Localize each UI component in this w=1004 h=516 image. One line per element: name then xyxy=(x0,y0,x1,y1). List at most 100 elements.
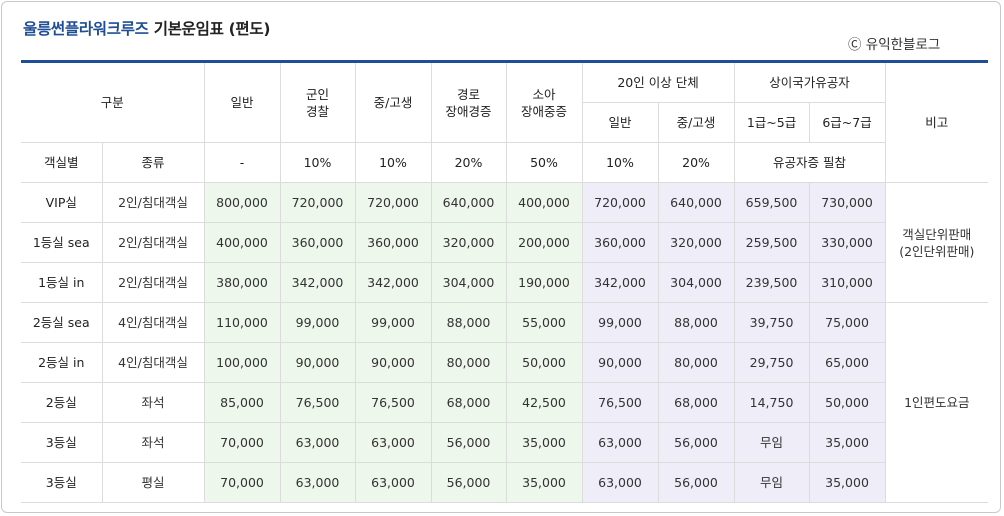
header-general: 일반 xyxy=(203,61,281,143)
fare-general-cell: 400,000 xyxy=(203,222,281,263)
room-type-cell: 좌석 xyxy=(101,422,205,463)
room-class-cell: 3등실 xyxy=(21,462,103,503)
fare-veteran-1-5-cell: 259,500 xyxy=(733,222,810,263)
fare-group-student-cell: 80,000 xyxy=(657,342,735,383)
room-class-cell: 2등실 xyxy=(21,382,103,423)
room-type-cell: 좌석 xyxy=(101,382,205,423)
fare-group-student-cell: 320,000 xyxy=(657,222,735,263)
fare-group-general-cell: 90,000 xyxy=(581,342,659,383)
fare-group-general-cell: 63,000 xyxy=(581,462,659,503)
fare-group-student-cell: 304,000 xyxy=(657,262,735,303)
header-veteran-6-7: 6급~7급 xyxy=(808,102,886,143)
fare-child-cell: 50,000 xyxy=(505,342,583,383)
fare-veteran-1-5-cell: 14,750 xyxy=(733,382,810,423)
fare-group-general-cell: 360,000 xyxy=(581,222,659,263)
table-row: 3등실 좌석 70,000 63,000 63,000 56,000 35,000 63,00… xyxy=(21,422,988,463)
room-class-cell: 3등실 xyxy=(21,422,103,463)
header-group-student: 중/고생 xyxy=(657,102,735,143)
fare-general-cell: 100,000 xyxy=(203,342,281,383)
table-row: 1등실 sea 2인/침대객실 400,000 360,000 360,000 320,0… xyxy=(21,222,988,263)
fare-general-cell: 85,000 xyxy=(203,382,281,423)
fare-group-general-cell: 99,000 xyxy=(581,302,659,343)
fare-student-cell: 76,500 xyxy=(354,382,432,423)
fare-general-cell: 70,000 xyxy=(203,462,281,503)
header-student: 중/고생 xyxy=(354,61,432,143)
fare-general-cell: 110,000 xyxy=(203,302,281,343)
fare-group-general-cell: 720,000 xyxy=(581,182,659,223)
room-class-cell: 2등실 in xyxy=(21,342,103,383)
fare-general-cell: 70,000 xyxy=(203,422,281,463)
fare-veteran-6-7-cell: 50,000 xyxy=(808,382,886,423)
note-per-person-fare: 1인편도요금 xyxy=(884,302,989,503)
fare-group-student-cell: 68,000 xyxy=(657,382,735,423)
fare-military-cell: 342,000 xyxy=(279,262,356,303)
discount-veteran: 유공자증 필참 xyxy=(733,142,886,183)
fare-veteran-1-5-cell: 39,750 xyxy=(733,302,810,343)
fare-veteran-6-7-cell: 65,000 xyxy=(808,342,886,383)
room-class-cell: VIP실 xyxy=(21,182,103,223)
fare-veteran-6-7-cell: 310,000 xyxy=(808,262,886,303)
fare-child-cell: 400,000 xyxy=(505,182,583,223)
header-military: 군인 경찰 xyxy=(279,61,356,143)
fare-group-general-cell: 63,000 xyxy=(581,422,659,463)
table-row: VIP실 2인/침대객실 800,000 720,000 720,000 640,000 4… xyxy=(21,182,989,303)
discount-military: 10% xyxy=(279,142,356,183)
room-type-cell: 2인/침대객실 xyxy=(101,262,205,303)
fare-veteran-6-7-cell: 330,000 xyxy=(808,222,886,263)
table-row: 3등실 평실 70,000 63,000 63,000 56,000 35,000 63,00… xyxy=(21,462,988,503)
fare-veteran-6-7-cell: 75,000 xyxy=(808,302,886,343)
fare-senior-cell: 68,000 xyxy=(430,382,507,423)
discount-row: 객실별 종류 - 10% 10% 20% 50% 10% 20% 유공자증 필참 xyxy=(21,142,988,183)
header-room-class: 객실별 xyxy=(21,142,103,183)
fare-student-cell: 99,000 xyxy=(354,302,432,343)
fare-child-cell: 55,000 xyxy=(505,302,583,343)
note-room-unit-sale: 객실단위판매 (2인단위판매) xyxy=(884,182,989,303)
fare-senior-cell: 56,000 xyxy=(430,462,507,503)
room-type-cell: 2인/침대객실 xyxy=(101,182,205,223)
room-class-cell: 1등실 sea xyxy=(21,222,103,263)
fare-table: 구분 일반 군인 경찰 중/고생 경로 장애경증 소아 장애중증 20인 이상 … xyxy=(21,60,989,503)
discount-group-general: 10% xyxy=(581,142,659,183)
room-class-cell: 2등실 sea xyxy=(21,302,103,343)
discount-senior: 20% xyxy=(430,142,507,183)
fare-child-cell: 190,000 xyxy=(505,262,583,303)
room-type-cell: 평실 xyxy=(101,462,205,503)
discount-group-student: 20% xyxy=(657,142,735,183)
header-row-1: 구분 일반 군인 경찰 중/고생 경로 장애경증 소아 장애중증 20인 이상 … xyxy=(21,61,989,183)
fare-military-cell: 99,000 xyxy=(279,302,356,343)
header-group-general: 일반 xyxy=(582,102,659,143)
fare-student-cell: 63,000 xyxy=(354,422,432,463)
fare-military-cell: 76,500 xyxy=(279,382,356,423)
fare-senior-cell: 320,000 xyxy=(430,222,507,263)
fare-group-student-cell: 88,000 xyxy=(657,302,735,343)
fare-veteran-6-7-cell: 35,000 xyxy=(808,422,886,463)
room-type-cell: 2인/침대객실 xyxy=(101,222,205,263)
discount-student: 10% xyxy=(354,142,432,183)
fare-child-cell: 35,000 xyxy=(505,422,583,463)
fare-group-student-cell: 56,000 xyxy=(657,462,735,503)
fare-military-cell: 720,000 xyxy=(279,182,356,223)
header-note: 비고 xyxy=(884,61,989,183)
fare-senior-cell: 304,000 xyxy=(430,262,507,303)
fare-veteran-6-7-cell: 35,000 xyxy=(808,462,886,503)
fare-senior-cell: 56,000 xyxy=(430,422,507,463)
table-row: 2등실 sea 4인/침대객실 110,000 99,000 99,000 88,000 5… xyxy=(21,302,989,503)
fare-veteran-1-5-cell: 29,750 xyxy=(733,342,810,383)
fare-veteran-6-7-cell: 730,000 xyxy=(808,182,886,223)
table-row: 2등실 좌석 85,000 76,500 76,500 68,000 42,500 76,50… xyxy=(21,382,988,423)
header-senior: 경로 장애경증 xyxy=(430,61,507,143)
table-row: 2등실 in 4인/침대객실 100,000 90,000 90,000 80,000 50… xyxy=(21,342,988,383)
header-group: 20인 이상 단체 xyxy=(581,61,735,103)
header-category: 구분 xyxy=(21,61,205,143)
page-title: 울릉썬플라워크루즈 기본운임표 (편도) xyxy=(23,17,270,39)
fare-military-cell: 90,000 xyxy=(279,342,356,383)
fare-table-body: VIP실 2인/침대객실 800,000 720,000 720,000 640,000 4… xyxy=(21,182,989,503)
fare-student-cell: 360,000 xyxy=(354,222,432,263)
room-type-cell: 4인/침대객실 xyxy=(101,302,205,343)
fare-group-student-cell: 56,000 xyxy=(657,422,735,463)
credit-text: Ⓒ 유익한블로그 xyxy=(848,37,941,53)
brand-name: 울릉썬플라워크루즈 xyxy=(23,20,149,38)
fare-student-cell: 90,000 xyxy=(354,342,432,383)
header-veteran-1-5: 1급~5급 xyxy=(733,102,810,143)
fare-student-cell: 342,000 xyxy=(354,262,432,303)
